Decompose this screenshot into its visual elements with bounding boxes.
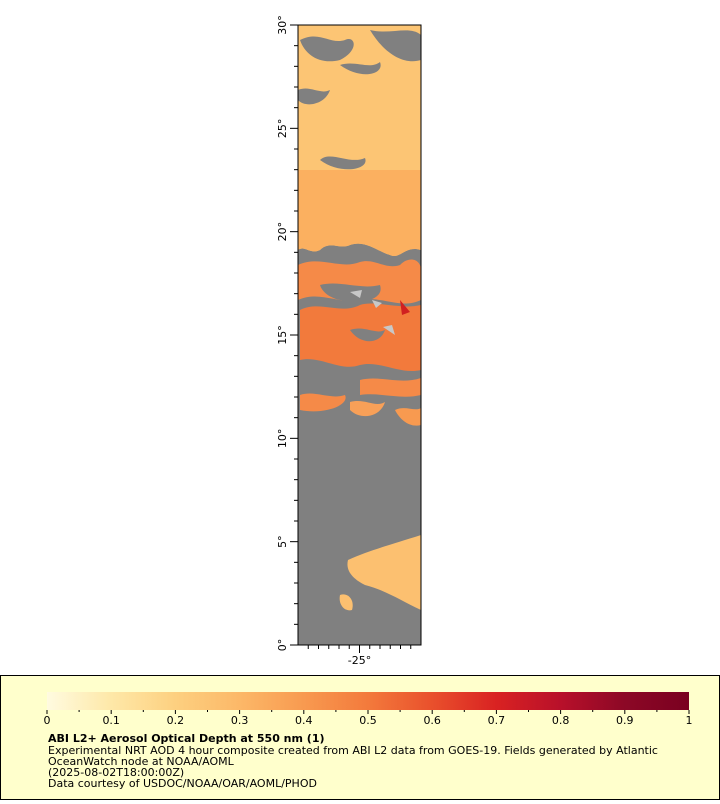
axes: 0° 5° 10° 15° 20° 25° 30° -25° <box>276 15 412 667</box>
colorbar-tick-label: 1 <box>686 714 693 727</box>
caption-line: OceanWatch node at NOAA/AOML <box>48 755 235 768</box>
y-tick-label: 15° <box>276 325 289 345</box>
colorbar-tick-label: 0.6 <box>423 714 441 727</box>
colorbar-tick-label: 0.3 <box>231 714 249 727</box>
colorbar-tick-label: 0.9 <box>616 714 634 727</box>
colorbar-tick-label: 0.2 <box>167 714 185 727</box>
caption-line: (2025-08-02T18:00:00Z) <box>48 766 184 779</box>
y-tick-label: 30° <box>276 15 289 35</box>
y-tick-label: 5° <box>276 535 289 548</box>
x-tick-label: -25° <box>348 654 371 667</box>
y-tick-label: 0° <box>276 639 289 652</box>
colorbar-tick-label: 0.7 <box>488 714 506 727</box>
colorbar-tick-label: 0.8 <box>552 714 570 727</box>
colorbar-tick-label: 0.1 <box>102 714 120 727</box>
colorbar-tick-label: 0 <box>44 714 51 727</box>
colorbar-tick-label: 0.5 <box>359 714 377 727</box>
legend-title: ABI L2+ Aerosol Optical Depth at 550 nm … <box>48 732 325 745</box>
colorbar <box>47 692 689 710</box>
y-tick-label: 25° <box>276 119 289 139</box>
caption-line: Data courtesy of USDOC/NOAA/OAR/AOML/PHO… <box>48 777 317 790</box>
map-image <box>298 25 421 645</box>
y-tick-label: 20° <box>276 222 289 242</box>
y-tick-label: 10° <box>276 429 289 449</box>
caption-line: Experimental NRT AOD 4 hour composite cr… <box>48 744 658 757</box>
colorbar-tick-label: 0.4 <box>295 714 313 727</box>
